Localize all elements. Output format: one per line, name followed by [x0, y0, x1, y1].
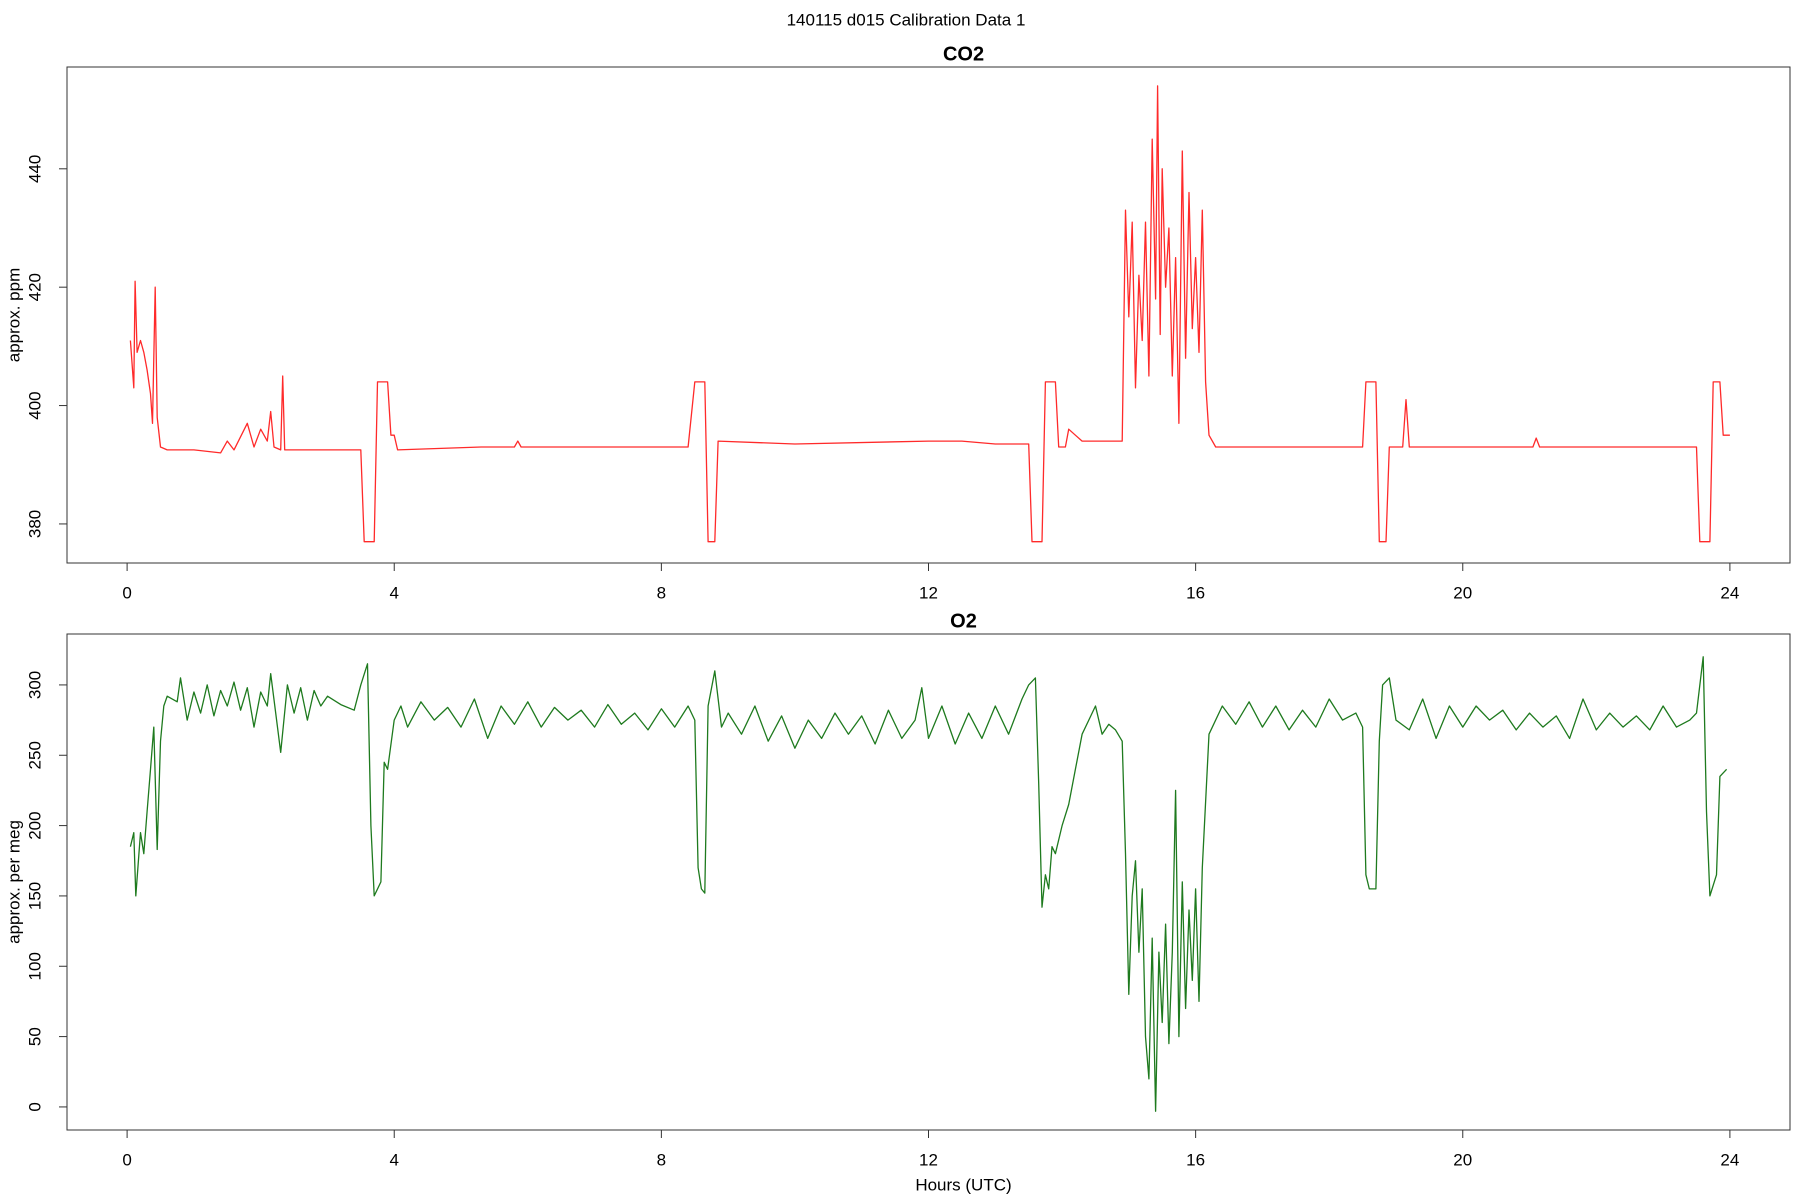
y-tick-label: 50: [25, 1027, 44, 1046]
x-tick-label: 0: [122, 1150, 131, 1169]
x-tick-label: 8: [657, 1150, 666, 1169]
figure-title: 140115 d015 Calibration Data 1: [787, 10, 1026, 29]
y-tick-label: 300: [25, 671, 44, 699]
panel-title: CO2: [943, 43, 984, 65]
y-axis-label: approx. ppm: [4, 268, 23, 363]
x-tick-label: 4: [390, 583, 399, 602]
y-tick-label: 440: [25, 155, 44, 183]
y-tick-label: 420: [25, 273, 44, 301]
x-tick-label: 20: [1453, 583, 1472, 602]
y-tick-label: 100: [25, 952, 44, 980]
x-tick-label: 24: [1720, 583, 1739, 602]
x-tick-label: 12: [919, 583, 938, 602]
x-tick-label: 20: [1453, 1150, 1472, 1169]
panel-title: O2: [950, 610, 977, 632]
y-tick-label: 380: [25, 510, 44, 538]
x-tick-label: 0: [122, 583, 131, 602]
data-line: [129, 85, 1730, 543]
x-tick-label: 16: [1186, 1150, 1205, 1169]
y-axis-label: approx. per meg: [4, 820, 23, 944]
x-tick-label: 16: [1186, 583, 1205, 602]
x-tick-label: 12: [919, 1150, 938, 1169]
data-line: [129, 656, 1728, 1112]
y-tick-label: 250: [25, 741, 44, 769]
x-tick-label: 24: [1720, 1150, 1739, 1169]
x-tick-label: 4: [390, 1150, 399, 1169]
y-tick-label: 150: [25, 882, 44, 910]
y-tick-label: 200: [25, 811, 44, 839]
x-tick-label: 8: [657, 583, 666, 602]
y-tick-label: 0: [25, 1102, 44, 1111]
y-tick-label: 400: [25, 391, 44, 419]
x-axis-label: Hours (UTC): [915, 1175, 1011, 1194]
